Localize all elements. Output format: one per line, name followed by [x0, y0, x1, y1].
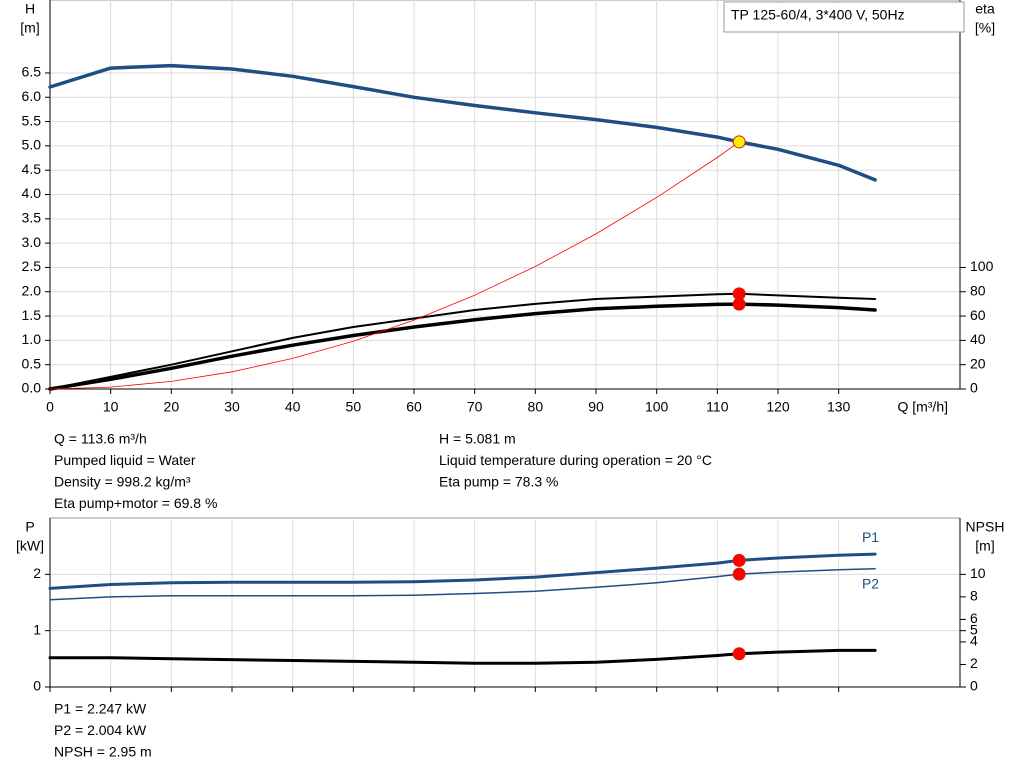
- y-tick-label: 3.5: [22, 210, 42, 226]
- curve: [49, 292, 877, 390]
- x-axis-label: Q [m³/h]: [897, 399, 948, 415]
- series-label: P2: [862, 575, 879, 591]
- y-tick-label: 0.0: [22, 380, 42, 396]
- info-text: Density = 998.2 kg/m³: [54, 474, 191, 490]
- y-tick-label: 1: [33, 621, 41, 637]
- y2-tick-label: 8: [970, 588, 978, 604]
- y-tick-label: 6.0: [22, 88, 42, 104]
- y-tick-label: 1.0: [22, 331, 42, 347]
- y-tick-label: 4.0: [22, 185, 42, 201]
- curve: [48, 63, 877, 182]
- y-tick-label: 5.5: [22, 112, 42, 128]
- y-tick-label: 5.0: [22, 137, 42, 153]
- y-tick-label: 4.5: [22, 161, 42, 177]
- curve: [48, 552, 877, 590]
- y2-axis-label: [%]: [975, 20, 995, 36]
- info-text: Eta pump = 78.3 %: [439, 474, 558, 490]
- y2-axis-label: NPSH: [966, 519, 1005, 535]
- x-tick-label: 100: [645, 399, 669, 415]
- curve: [49, 141, 740, 390]
- y2-axis-label: [m]: [975, 538, 994, 554]
- info-text: Eta pump+motor = 69.8 %: [54, 495, 217, 511]
- plot-area: [49, 517, 961, 688]
- title-box: [723, 1, 965, 33]
- y2-tick-label: 4: [970, 633, 978, 649]
- curve: [49, 567, 876, 601]
- info-text: Q = 113.6 m³/h: [54, 431, 147, 447]
- operating-point: [732, 297, 746, 311]
- y2-tick-label: 100: [970, 258, 994, 274]
- y2-tick-label: 6: [970, 610, 978, 626]
- y2-tick-label: 0: [970, 380, 978, 396]
- y-tick-label: 6.5: [22, 64, 42, 80]
- info-text: Pumped liquid = Water: [54, 452, 196, 468]
- x-tick-label: 90: [588, 399, 604, 415]
- y2-tick-label: 2: [970, 655, 978, 671]
- operating-point: [732, 135, 746, 149]
- y-tick-label: 1.5: [22, 307, 42, 323]
- series-label: P1: [862, 529, 879, 545]
- curve: [48, 302, 877, 391]
- y2-tick-label: 40: [970, 331, 986, 347]
- x-tick-label: 80: [528, 399, 544, 415]
- x-tick-label: 130: [827, 399, 851, 415]
- y-tick-label: 2.0: [22, 282, 42, 298]
- y-tick-label: 0.5: [22, 355, 42, 371]
- operating-point: [732, 647, 746, 661]
- x-tick-label: 30: [224, 399, 240, 415]
- info-text: Liquid temperature during operation = 20…: [439, 452, 712, 468]
- y-axis-label: H: [25, 1, 35, 17]
- y-tick-label: 0: [33, 678, 41, 694]
- x-tick-label: 120: [766, 399, 790, 415]
- y-axis-label: [m]: [20, 20, 39, 36]
- chart-title: TP 125-60/4, 3*400 V, 50Hz: [731, 7, 905, 23]
- x-tick-label: 0: [46, 399, 54, 415]
- y-axis-label: P: [25, 519, 34, 535]
- y-tick-label: 3.0: [22, 234, 42, 250]
- y2-tick-label: 80: [970, 282, 986, 298]
- info-text: P1 = 2.247 kW: [54, 701, 147, 717]
- info-text: P2 = 2.004 kW: [54, 722, 147, 738]
- x-tick-label: 40: [285, 399, 301, 415]
- y2-tick-label: 0: [970, 678, 978, 694]
- y-tick-label: 2.5: [22, 258, 42, 274]
- operating-point: [732, 567, 746, 581]
- x-tick-label: 20: [164, 399, 180, 415]
- y2-tick-label: 10: [970, 565, 986, 581]
- y-axis-label: [kW]: [16, 538, 44, 554]
- y2-tick-label: 20: [970, 355, 986, 371]
- operating-point: [732, 553, 746, 567]
- info-text: H = 5.081 m: [439, 431, 516, 447]
- y2-tick-label: 60: [970, 307, 986, 323]
- curve: [48, 648, 877, 665]
- y2-tick-label: 5: [970, 621, 978, 637]
- x-tick-label: 60: [406, 399, 422, 415]
- x-tick-label: 10: [103, 399, 119, 415]
- y2-axis-label: eta: [975, 1, 995, 17]
- x-tick-label: 110: [706, 399, 729, 415]
- x-tick-label: 50: [346, 399, 362, 415]
- y-tick-label: 2: [33, 565, 41, 581]
- info-text: NPSH = 2.95 m: [54, 744, 152, 760]
- x-tick-label: 70: [467, 399, 483, 415]
